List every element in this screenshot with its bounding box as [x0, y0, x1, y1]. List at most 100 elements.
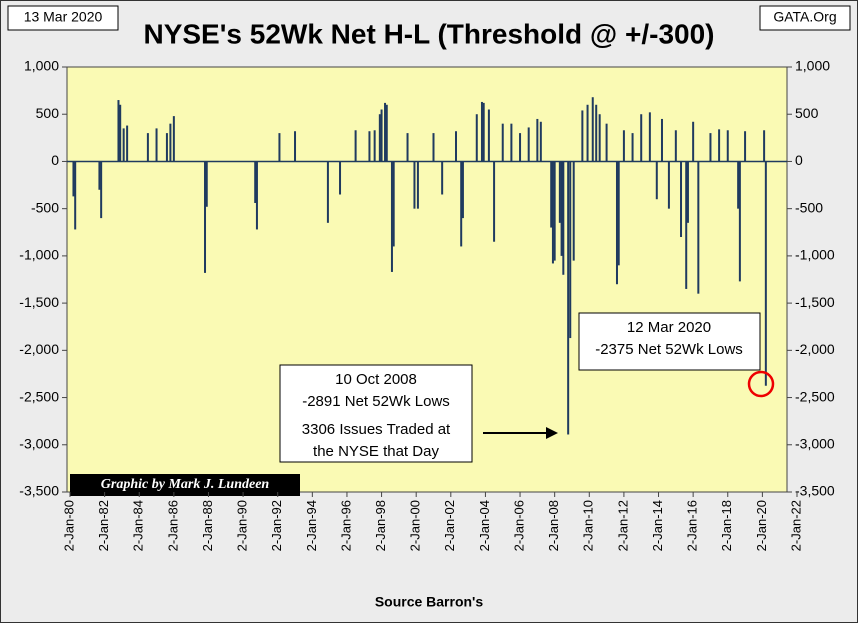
bar — [480, 101, 483, 162]
bar — [326, 161, 329, 223]
bar — [413, 161, 416, 209]
x-tick-label: 2-Jan-94 — [304, 500, 319, 551]
bar — [692, 121, 695, 162]
bar — [615, 161, 618, 285]
bar — [169, 123, 172, 162]
annotation-text: 3306 Issues Traded at — [302, 421, 451, 438]
y-tick-label: 500 — [36, 105, 60, 121]
x-tick-label: 2-Jan-10 — [581, 500, 596, 551]
bar — [553, 161, 556, 261]
bar — [519, 133, 522, 162]
chart-title: NYSE's 52Wk Net H-L (Threshold @ +/-300) — [143, 18, 714, 49]
bar — [560, 161, 563, 256]
bar — [567, 161, 570, 435]
x-tick-label: 2-Jan-98 — [373, 500, 388, 551]
x-tick-label: 2-Jan-08 — [546, 500, 561, 551]
bar — [595, 104, 598, 162]
y2-tick-label: -1,000 — [795, 247, 835, 263]
x-tick-label: 2-Jan-18 — [719, 500, 734, 551]
bar — [605, 123, 608, 162]
bar — [385, 104, 388, 162]
annotation-box — [279, 364, 473, 463]
y2-tick-label: -2,500 — [795, 388, 835, 404]
y2-tick-label: -3,500 — [795, 483, 835, 499]
bar — [100, 161, 103, 219]
bar — [373, 130, 376, 162]
bar — [527, 127, 530, 162]
x-tick-label: 2-Jan-84 — [131, 500, 146, 551]
x-tick-label: 2-Jan-92 — [269, 500, 284, 551]
annotation-text: 12 Mar 2020 — [627, 319, 711, 336]
bar — [738, 161, 741, 282]
bar — [354, 130, 357, 162]
x-tick-label: 2-Jan-86 — [165, 500, 180, 551]
y2-tick-label: -2,000 — [795, 341, 835, 357]
y-tick-label: -2,500 — [19, 388, 59, 404]
credit: Graphic by Mark J. Lundeen — [101, 477, 270, 492]
bar — [294, 131, 297, 162]
x-tick-label: 2-Jan-88 — [200, 500, 215, 551]
bar — [631, 133, 634, 162]
bar — [493, 161, 496, 242]
bar — [461, 161, 464, 219]
bar — [622, 130, 625, 162]
bar — [278, 133, 281, 162]
x-tick-label: 2-Jan-00 — [408, 500, 423, 551]
annotation-text: -2891 Net 52Wk Lows — [302, 393, 450, 410]
bar — [122, 128, 125, 162]
x-axis-label: Source Barron's — [375, 594, 484, 610]
highlight-circle — [747, 370, 775, 398]
annotation-text: -2375 Net 52Wk Lows — [595, 341, 743, 358]
bar — [726, 130, 729, 162]
bar — [510, 123, 513, 162]
bar — [378, 114, 381, 162]
bar — [384, 102, 387, 162]
bar — [475, 114, 478, 162]
bar — [737, 161, 740, 209]
x-tick-label: 2-Jan-96 — [338, 500, 353, 551]
bar — [686, 161, 689, 223]
bar — [482, 102, 485, 162]
bar — [441, 161, 444, 195]
bar — [339, 161, 342, 195]
bar — [501, 123, 504, 162]
y2-tick-label: 500 — [795, 105, 819, 121]
x-tick-label: 2-Jan-12 — [615, 500, 630, 551]
y-tick-label: -1,000 — [19, 247, 59, 263]
bar — [551, 161, 554, 264]
x-tick-label: 2-Jan-80 — [61, 500, 76, 551]
bar — [390, 161, 393, 272]
bar — [598, 114, 601, 162]
bar — [572, 161, 575, 261]
credit-box — [70, 474, 300, 496]
bar — [460, 161, 463, 247]
bar — [660, 118, 663, 162]
site-box — [759, 5, 851, 31]
x-tick-label: 2-Jan-16 — [685, 500, 700, 551]
x-tick-label: 2-Jan-90 — [235, 500, 250, 551]
y-tick-label: -3,000 — [19, 435, 59, 451]
bar — [586, 104, 589, 162]
bar — [155, 128, 158, 162]
annotation-box — [578, 312, 761, 371]
bar — [205, 161, 208, 207]
bar — [685, 161, 688, 289]
bar — [72, 161, 75, 197]
site-label: GATA.Org — [773, 9, 836, 25]
bar — [718, 129, 721, 162]
y-tick-label: -500 — [31, 199, 59, 215]
y-tick-label: -2,000 — [19, 341, 59, 357]
y-tick-label: 1,000 — [24, 58, 59, 74]
x-tick-label: 2-Jan-04 — [477, 500, 492, 551]
bar — [558, 161, 561, 223]
bar — [617, 161, 620, 266]
bar — [744, 131, 747, 162]
bar — [98, 161, 101, 190]
bar — [581, 110, 584, 162]
bar — [709, 133, 712, 162]
bar — [126, 125, 129, 162]
bar — [674, 130, 677, 162]
y2-tick-label: -1,500 — [795, 294, 835, 310]
bar — [648, 112, 651, 162]
